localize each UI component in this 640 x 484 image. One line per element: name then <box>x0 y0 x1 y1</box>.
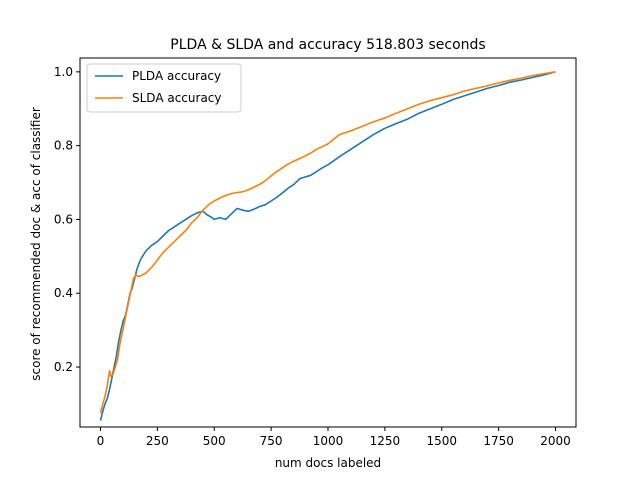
x-axis-label: num docs labeled <box>275 456 381 470</box>
x-tick-label: 1250 <box>370 434 401 448</box>
plot-lines <box>99 71 556 421</box>
x-tick-label: 750 <box>260 434 283 448</box>
y-tick-label: 0.4 <box>54 286 73 300</box>
y-axis: 0.2 0.4 0.6 0.8 1.0 <box>54 65 80 374</box>
legend: PLDA accuracy SLDA accuracy <box>86 63 242 113</box>
y-tick-label: 0.6 <box>54 212 73 226</box>
y-tick-label: 1.0 <box>54 65 73 79</box>
series-line-slda-accuracy <box>99 71 556 414</box>
x-tick-label: 500 <box>203 434 226 448</box>
x-axis: 0 250 500 750 1000 1250 1500 1750 2000 <box>97 427 571 448</box>
y-axis-label: score of recommended doc & acc of classi… <box>29 107 43 381</box>
legend-label: SLDA accuracy <box>132 91 222 105</box>
legend-box <box>86 63 242 113</box>
chart-title: PLDA & SLDA and accuracy 518.803 seconds <box>170 37 485 53</box>
x-tick-label: 2000 <box>540 434 571 448</box>
y-tick-label: 0.2 <box>54 360 73 374</box>
legend-label: PLDA accuracy <box>132 69 221 83</box>
x-tick-label: 1500 <box>426 434 457 448</box>
x-tick-label: 1000 <box>313 434 344 448</box>
y-tick-label: 0.8 <box>54 139 73 153</box>
x-tick-label: 1750 <box>483 434 514 448</box>
x-tick-label: 0 <box>97 434 105 448</box>
x-tick-label: 250 <box>146 434 169 448</box>
